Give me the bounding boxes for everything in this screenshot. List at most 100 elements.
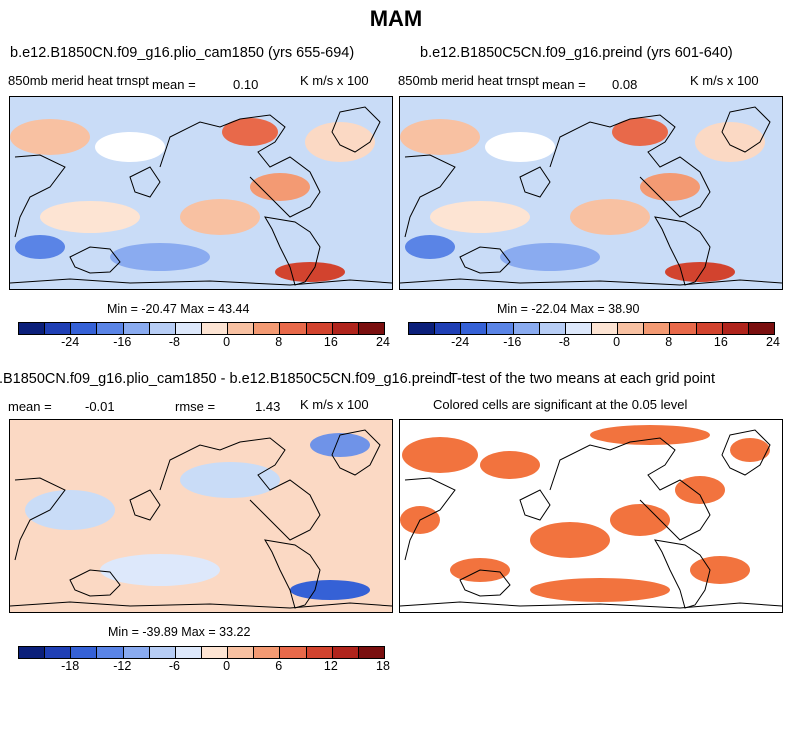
colorbar-swatch [435,323,462,334]
coastline-3 [721,429,771,476]
colorbar-tick-label: -8 [558,335,570,349]
colorbar-swatch [71,323,98,334]
panel-3-title: b.e12.B1850CN.f09_g16.plio_cam1850 - b.e… [0,371,452,387]
colorbar-tick-label: 8 [275,335,283,349]
field-region-9 [250,173,310,201]
panel-3-units: K m/s x 100 [300,397,369,412]
colorbar-swatch [644,323,671,334]
coastline-5 [129,166,161,198]
coastline-1 [549,114,711,218]
field-region-0 [25,490,115,530]
colorbar-swatch [97,323,124,334]
colorbar-swatch [280,323,307,334]
field-region-9 [640,173,700,201]
colorbar-swatch [332,323,359,334]
figure-title: MAM [369,6,423,31]
colorbar-swatch [19,323,46,334]
coastline-1 [549,437,711,541]
colorbar-swatch [696,323,723,334]
panel-2-minmax: Min = -22.04 Max = 38.90 [497,302,640,316]
coastline-4 [459,569,511,597]
coastline-0 [404,154,456,238]
field-region-3 [570,199,650,235]
colorbar-swatch [123,323,150,334]
colorbar-tick-label: 0 [613,335,621,349]
panel-4-map [399,419,783,613]
panel-3-colorbar [18,646,385,659]
colorbar-tick-label: -24 [61,335,80,349]
colorbar-tick-label: 0 [223,659,231,673]
colorbar-swatch [539,323,566,334]
colorbar-swatch [228,647,255,658]
field-region-7 [430,201,530,233]
colorbar-swatch [565,323,592,334]
colorbar-swatch [149,647,176,658]
colorbar-tick-label: -24 [451,335,470,349]
coastline-2 [264,539,321,609]
field-region-4 [290,580,370,600]
field-region-5 [110,243,210,271]
coastline-0 [14,477,66,561]
coastline-4 [69,569,121,597]
significant-region-4 [675,476,725,504]
panel-3-mean-value: -0.01 [85,399,115,414]
colorbar-tick-label: 16 [713,335,728,349]
field-region-0 [10,119,90,155]
colorbar-swatch [591,323,619,334]
panel-1-units: K m/s x 100 [300,73,369,88]
field-region-1 [180,462,280,498]
coastline-6 [400,601,782,609]
field-region-3 [180,199,260,235]
panel-3-rmse-value: 1.43 [255,399,281,414]
significant-region-9 [590,425,710,445]
colorbar-tick-label: 18 [376,659,390,673]
colorbar-tick-label: 8 [665,335,673,349]
colorbar-swatch [332,647,359,658]
panel-1-map [9,96,393,290]
colorbar-tick-label: 24 [766,335,780,349]
panel-2-mean-label: mean = [542,77,586,92]
colorbar-swatch [280,647,307,658]
significant-region-0 [402,437,478,473]
colorbar-swatch [358,323,384,334]
panel-4-title: T-test of the two means at each grid poi… [449,371,715,387]
colorbar-swatch [306,323,333,334]
colorbar-tick-label: -16 [503,335,522,349]
coastline-0 [14,154,66,238]
coastline-3 [331,429,381,476]
coastline-4 [69,246,121,274]
colorbar-tick-label: -12 [113,659,132,673]
panel-3-mean-label: mean = [8,399,52,414]
panel-1-mean-label: mean = [152,77,196,92]
coastline-4 [459,246,511,274]
colorbar-swatch [201,647,229,658]
panel-2-colorbar [408,322,775,335]
coastline-1 [159,437,321,541]
coastline-2 [654,539,711,609]
coastline-6 [400,278,782,286]
panel-2-var-label: 850mb merid heat trnspt [398,73,539,88]
colorbar-tick-label: 6 [275,659,283,673]
panel-1-var-label: 850mb merid heat trnspt [8,73,149,88]
colorbar-swatch [175,647,202,658]
field-region-0 [400,119,480,155]
significant-region-1 [480,451,540,479]
colorbar-tick-label: -6 [168,659,180,673]
coastline-5 [519,166,551,198]
significant-region-6 [530,578,670,602]
panel-3-rmse-label: rmse = [175,399,216,414]
coastline-2 [654,216,711,286]
coastline-0 [404,477,456,561]
colorbar-swatch [306,647,333,658]
colorbar-swatch [45,647,72,658]
colorbar-swatch [461,323,488,334]
colorbar-swatch [254,323,281,334]
field-region-7 [40,201,140,233]
panel-3-minmax: Min = -39.89 Max = 33.22 [108,625,251,639]
coastline-3 [721,106,771,153]
panel-2-map [399,96,783,290]
colorbar-tick-label: 16 [323,335,338,349]
colorbar-tick-label: -8 [168,335,180,349]
panel-2-title: b.e12.B1850C5CN.f09_g16.preind (yrs 601-… [420,45,733,61]
field-region-6 [275,262,345,282]
